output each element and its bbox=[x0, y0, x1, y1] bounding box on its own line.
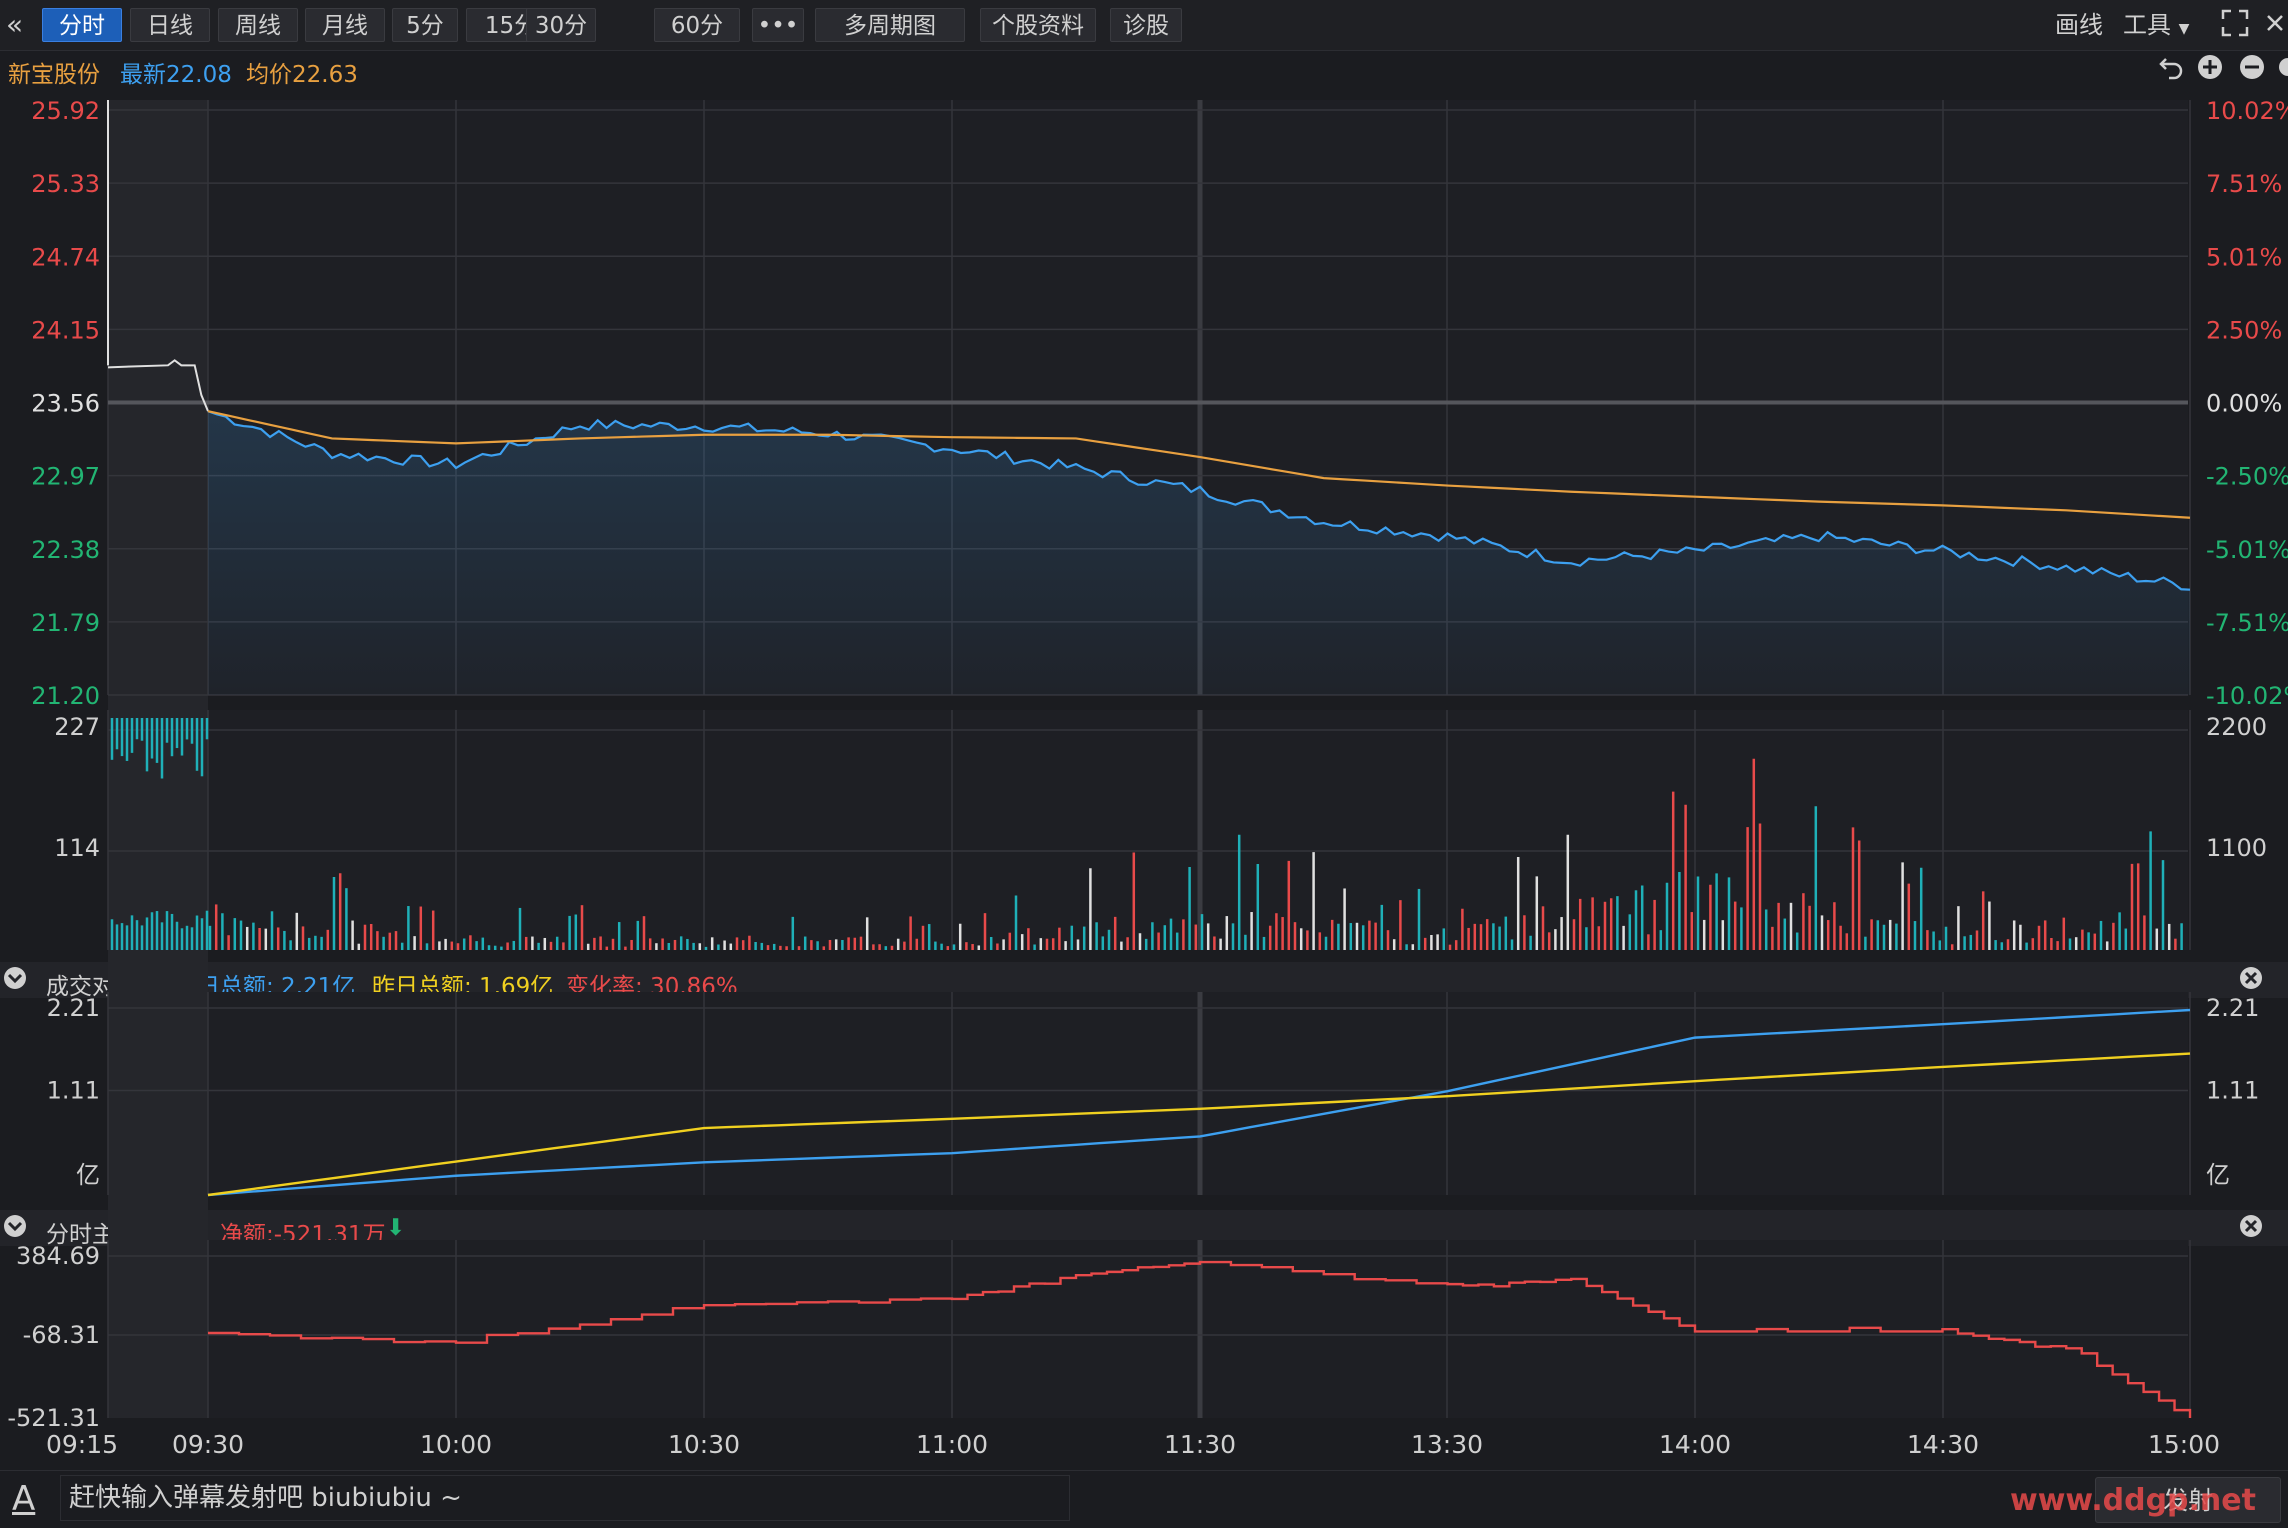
price-tick-label: 24.15 bbox=[31, 316, 100, 344]
price-area-fill bbox=[208, 411, 2190, 695]
intraday-chart: 25.92 10.02% 25.33 7.51% 24.74 5.01% 24.15 2.50… bbox=[7, 97, 2288, 1459]
time-axis-label: 14:00 bbox=[1659, 1430, 1731, 1459]
send-button[interactable]: 发射 bbox=[2095, 1477, 2281, 1523]
today-turnover-line bbox=[207, 1008, 2191, 1197]
time-axis-label: 15:00 bbox=[2148, 1430, 2220, 1459]
turnover-tick-label: 2.21 bbox=[2206, 994, 2259, 1022]
netflow-tick-label: -68.31 bbox=[23, 1321, 100, 1349]
time-axis-label: 10:30 bbox=[668, 1430, 740, 1459]
average-price-line bbox=[207, 410, 2191, 519]
tab-0[interactable]: 分时 bbox=[42, 8, 122, 42]
net-flow-line bbox=[208, 1260, 2192, 1418]
pct-tick-label: -5.01% bbox=[2206, 536, 2288, 564]
time-axis-label: 11:30 bbox=[1164, 1430, 1236, 1459]
time-axis-label: 14:30 bbox=[1907, 1430, 1979, 1459]
draw-line-button[interactable]: 画线 bbox=[2055, 11, 2103, 39]
time-axis-label: 10:00 bbox=[420, 1430, 492, 1459]
close-icon[interactable] bbox=[2264, 8, 2286, 42]
price-area bbox=[208, 411, 2190, 695]
caret-down-icon: ▼ bbox=[2178, 21, 2190, 37]
tools-button[interactable]: 工具 ▼ bbox=[2123, 8, 2189, 42]
volume-tick-label: 2200 bbox=[2206, 713, 2267, 741]
price-tick-label: 23.56 bbox=[31, 390, 100, 418]
pct-tick-label: 7.51% bbox=[2206, 170, 2282, 198]
time-axis-label: 11:00 bbox=[916, 1430, 988, 1459]
zoom-in-icon[interactable] bbox=[2196, 53, 2224, 87]
pct-tick-label: 5.01% bbox=[2206, 243, 2282, 271]
toolbar: « 分时 日线 周线 月线 5分 15分 30分 60分 ••• 多周期图 个股资料 诊股 画线 工具… bbox=[0, 0, 2288, 51]
tab-7[interactable]: 60分 bbox=[654, 8, 740, 42]
danmaku-bar: A 发射 www.ddgp.net bbox=[0, 1470, 2288, 1528]
price-tick-label: 25.92 bbox=[31, 97, 100, 125]
stock-info-bar: 新宝股份 最新22.08 均价22.63 bbox=[0, 51, 2288, 88]
danmaku-input[interactable] bbox=[60, 1475, 1070, 1521]
price-tick-label: 21.79 bbox=[31, 609, 100, 637]
volume-tick-label: 114 bbox=[54, 834, 100, 862]
volume-tick-label: 227 bbox=[54, 713, 100, 741]
panel-bg bbox=[108, 992, 2188, 1195]
pct-tick-label: 10.02% bbox=[2206, 97, 2288, 125]
turnover-tick-label: 2.21 bbox=[47, 994, 100, 1022]
price-tick-label: 22.97 bbox=[31, 463, 100, 491]
fullscreen-icon[interactable] bbox=[2220, 8, 2250, 42]
time-axis-label: 09:30 bbox=[172, 1430, 244, 1459]
undo-icon[interactable] bbox=[2158, 53, 2186, 87]
time-axis-label: 09:15 bbox=[46, 1430, 118, 1459]
turnover-tick-label: 亿 bbox=[2206, 1161, 2230, 1189]
tab-8[interactable]: ••• bbox=[752, 8, 804, 42]
tab-10[interactable]: 个股资料 bbox=[980, 8, 1096, 42]
volume-tick-label: 1100 bbox=[2206, 834, 2267, 862]
pre-market-line bbox=[107, 359, 209, 412]
pct-tick-label: -2.50% bbox=[2206, 463, 2288, 491]
turnover-tick-label: 1.11 bbox=[47, 1077, 100, 1105]
pct-tick-label: 0.00% bbox=[2206, 390, 2282, 418]
panel-bg bbox=[108, 710, 2188, 950]
settings-icon[interactable] bbox=[2276, 53, 2288, 87]
close-panel-icon[interactable] bbox=[2238, 965, 2264, 997]
tools-label: 工具 bbox=[2123, 11, 2171, 39]
tab-6[interactable]: 30分 bbox=[526, 8, 596, 42]
axis-labels: 25.92 10.02% 25.33 7.51% 24.74 5.01% 24.15 2.50… bbox=[7, 97, 2288, 1459]
collapse-icon[interactable] bbox=[2, 965, 28, 997]
panel-bg bbox=[108, 1240, 2188, 1418]
double-chevron-left-icon[interactable]: « bbox=[6, 8, 24, 41]
price-tick-label: 22.38 bbox=[31, 536, 100, 564]
pct-tick-label: -7.51% bbox=[2206, 609, 2288, 637]
latest-price: 最新22.08 bbox=[120, 62, 232, 88]
stock-name: 新宝股份 bbox=[8, 62, 100, 88]
turnover-tick-label: 1.11 bbox=[2206, 1077, 2259, 1105]
tab-11[interactable]: 诊股 bbox=[1110, 8, 1182, 42]
tab-9[interactable]: 多周期图 bbox=[815, 8, 965, 42]
tab-2[interactable]: 周线 bbox=[218, 8, 298, 42]
yesterday-turnover-line bbox=[207, 1052, 2191, 1197]
netflow-tick-label: -521.31 bbox=[7, 1404, 100, 1432]
price-tick-label: 24.74 bbox=[31, 243, 100, 271]
watermark: www.ddgp.net bbox=[2010, 1483, 2256, 1518]
pct-tick-label: -10.02% bbox=[2206, 682, 2288, 710]
netflow-tick-label: 384.69 bbox=[16, 1242, 100, 1270]
grid-lines bbox=[107, 100, 2191, 1418]
volume-bars bbox=[110, 718, 2183, 950]
series-lines bbox=[107, 100, 2192, 1418]
price-tick-label: 21.20 bbox=[31, 682, 100, 710]
price-line bbox=[207, 410, 2191, 591]
collapse-icon[interactable] bbox=[2, 1213, 28, 1245]
price-tick-label: 25.33 bbox=[31, 170, 100, 198]
tab-1[interactable]: 日线 bbox=[130, 8, 210, 42]
average-price: 均价22.63 bbox=[246, 62, 358, 88]
close-panel-icon[interactable] bbox=[2238, 1213, 2264, 1245]
turnover-tick-label: 亿 bbox=[76, 1161, 100, 1189]
tab-3[interactable]: 月线 bbox=[305, 8, 385, 42]
time-axis-label: 13:30 bbox=[1411, 1430, 1483, 1459]
arrow-down-icon: ⬇ bbox=[386, 1215, 406, 1241]
zoom-out-icon[interactable] bbox=[2238, 53, 2266, 87]
font-icon[interactable]: A bbox=[12, 1479, 36, 1519]
tab-4[interactable]: 5分 bbox=[392, 8, 458, 42]
pct-tick-label: 2.50% bbox=[2206, 316, 2282, 344]
